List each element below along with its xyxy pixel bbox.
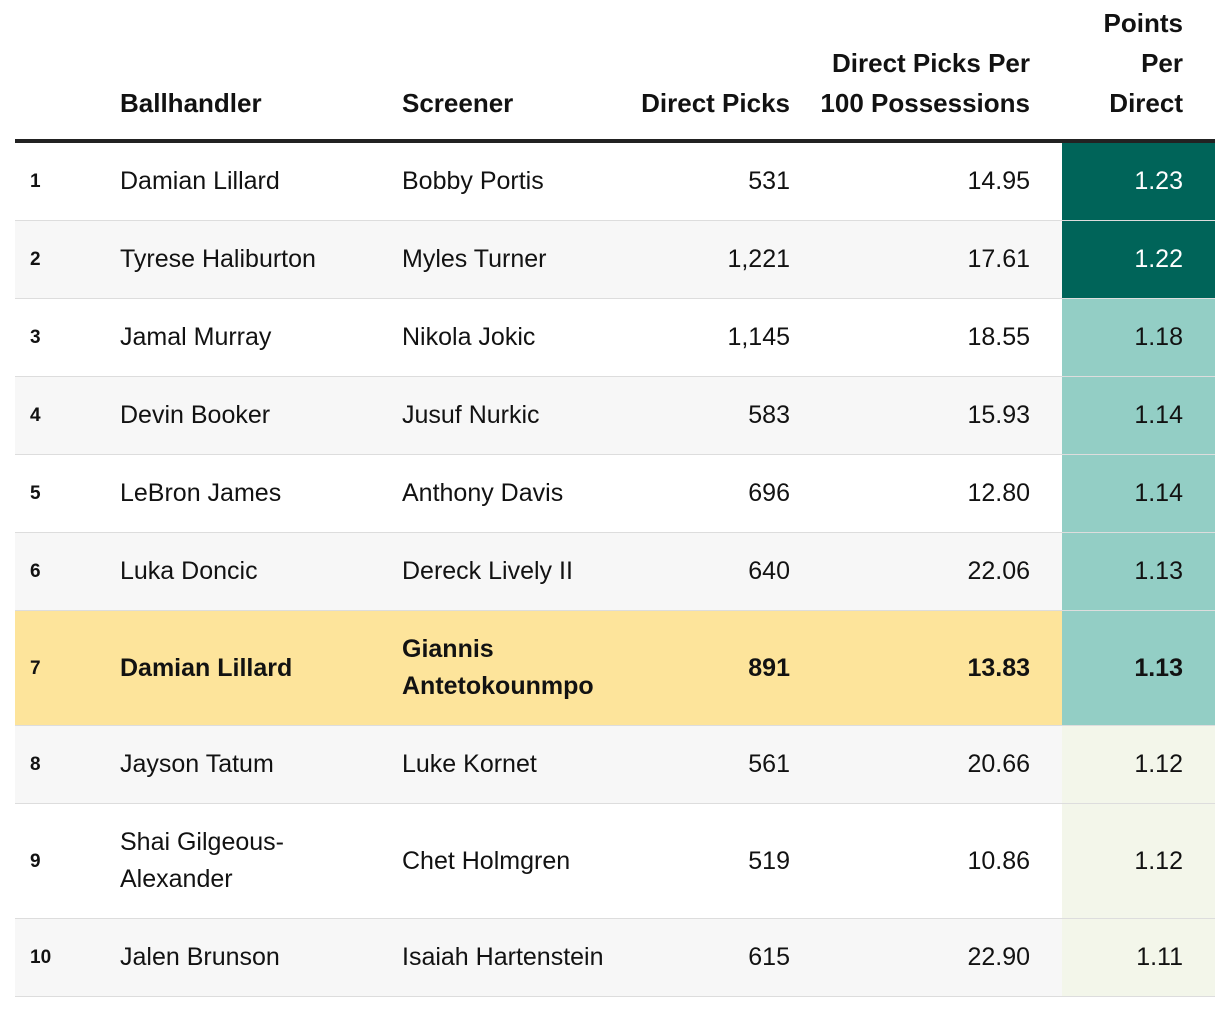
table-cell: Isaiah Hartenstein xyxy=(387,918,640,997)
table-cell: 561 xyxy=(640,725,805,804)
table-cell: 13.83 xyxy=(805,610,1062,726)
table-cell: 1,221 xyxy=(640,220,805,299)
table-cell: 1,145 xyxy=(640,298,805,377)
table-cell: 1.12 xyxy=(1062,803,1215,919)
table-cell: 1.18 xyxy=(1062,298,1215,377)
table-row: 1 Damian Lillard Bobby Portis 531 14.95 1.23 xyxy=(15,141,1215,221)
table-cell: 22.06 xyxy=(805,532,1062,611)
table-cell: Shai Gilgeous-Alexander xyxy=(105,803,387,919)
table-cell: 1.22 xyxy=(1062,220,1215,299)
table-body: 1 Damian Lillard Bobby Portis 531 14.95 1.23 2… xyxy=(15,141,1215,997)
table-cell: 20.66 xyxy=(805,725,1062,804)
table-row: 9 Shai Gilgeous-Alexander Chet Holmgren 519… xyxy=(15,803,1215,919)
table-cell: 583 xyxy=(640,376,805,455)
table-row: 8 Jayson Tatum Luke Kornet 561 20.66 1.12 xyxy=(15,725,1215,804)
table-cell: 18.55 xyxy=(805,298,1062,377)
table-cell: 22.90 xyxy=(805,918,1062,997)
table-row: 5 LeBron James Anthony Davis 696 12.80 1.14 xyxy=(15,454,1215,533)
table-cell: Bobby Portis xyxy=(387,141,640,221)
table-cell: 5 xyxy=(15,454,105,533)
column-header: Direct Picks xyxy=(640,0,805,143)
table-cell: 14.95 xyxy=(805,141,1062,221)
header-row: Ballhandler Screener Direct Picks Direct Pi… xyxy=(15,0,1215,143)
table-cell: 1.14 xyxy=(1062,376,1215,455)
table-cell: 1 xyxy=(15,141,105,221)
table-cell: Giannis Antetokounmpo xyxy=(387,610,640,726)
table-row: 10 Jalen Brunson Isaiah Hartenstein 615 22.9… xyxy=(15,918,1215,997)
table-cell: Anthony Davis xyxy=(387,454,640,533)
table-cell: 9 xyxy=(15,803,105,919)
table-cell: 531 xyxy=(640,141,805,221)
table-cell: Nikola Jokic xyxy=(387,298,640,377)
table-cell: Damian Lillard xyxy=(105,141,387,221)
table-cell: 640 xyxy=(640,532,805,611)
table-cell: 7 xyxy=(15,610,105,726)
table-cell: 519 xyxy=(640,803,805,919)
table-cell: Jalen Brunson xyxy=(105,918,387,997)
table-cell: Tyrese Haliburton xyxy=(105,220,387,299)
table-cell: 3 xyxy=(15,298,105,377)
column-header: Ballhandler xyxy=(105,0,387,143)
table-cell: 696 xyxy=(640,454,805,533)
column-header xyxy=(15,0,105,143)
table-cell: 1.23 xyxy=(1062,141,1215,221)
table-cell: Dereck Lively II xyxy=(387,532,640,611)
table-cell: Myles Turner xyxy=(387,220,640,299)
table-cell: Luka Doncic xyxy=(105,532,387,611)
table-row: 3 Jamal Murray Nikola Jokic 1,145 18.55 1.18 xyxy=(15,298,1215,377)
table-cell: 8 xyxy=(15,725,105,804)
table-row: 2 Tyrese Haliburton Myles Turner 1,221 17.61… xyxy=(15,220,1215,299)
table-cell: 6 xyxy=(15,532,105,611)
table-cell: 10.86 xyxy=(805,803,1062,919)
table-cell: 615 xyxy=(640,918,805,997)
column-header: Direct Picks Per 100 Possessions xyxy=(805,0,1062,143)
table-cell: Jayson Tatum xyxy=(105,725,387,804)
table-cell: Damian Lillard xyxy=(105,610,387,726)
table-row: 4 Devin Booker Jusuf Nurkic 583 15.93 1.14 xyxy=(15,376,1215,455)
table-header: Ballhandler Screener Direct Picks Direct Pi… xyxy=(15,0,1215,143)
table-cell: Chet Holmgren xyxy=(387,803,640,919)
column-header: Points Per Direct xyxy=(1062,0,1215,143)
table-cell: 12.80 xyxy=(805,454,1062,533)
table-cell: 1.13 xyxy=(1062,532,1215,611)
table-cell: Jamal Murray xyxy=(105,298,387,377)
table-cell: 15.93 xyxy=(805,376,1062,455)
table-cell: 1.13 xyxy=(1062,610,1215,726)
table-row: 7 Damian Lillard Giannis Antetokounmpo 891 1… xyxy=(15,610,1215,726)
table-cell: 17.61 xyxy=(805,220,1062,299)
table-row: 6 Luka Doncic Dereck Lively II 640 22.06 1.13 xyxy=(15,532,1215,611)
table-cell: Jusuf Nurkic xyxy=(387,376,640,455)
table-cell: LeBron James xyxy=(105,454,387,533)
table-cell: 4 xyxy=(15,376,105,455)
table-cell: Luke Kornet xyxy=(387,725,640,804)
table-cell: 1.14 xyxy=(1062,454,1215,533)
table-cell: 1.12 xyxy=(1062,725,1215,804)
table-cell: 10 xyxy=(15,918,105,997)
table-cell: 2 xyxy=(15,220,105,299)
data-table: Ballhandler Screener Direct Picks Direct Pi… xyxy=(15,0,1215,997)
table-cell: 891 xyxy=(640,610,805,726)
table-cell: 1.11 xyxy=(1062,918,1215,997)
table-cell: Devin Booker xyxy=(105,376,387,455)
column-header: Screener xyxy=(387,0,640,143)
